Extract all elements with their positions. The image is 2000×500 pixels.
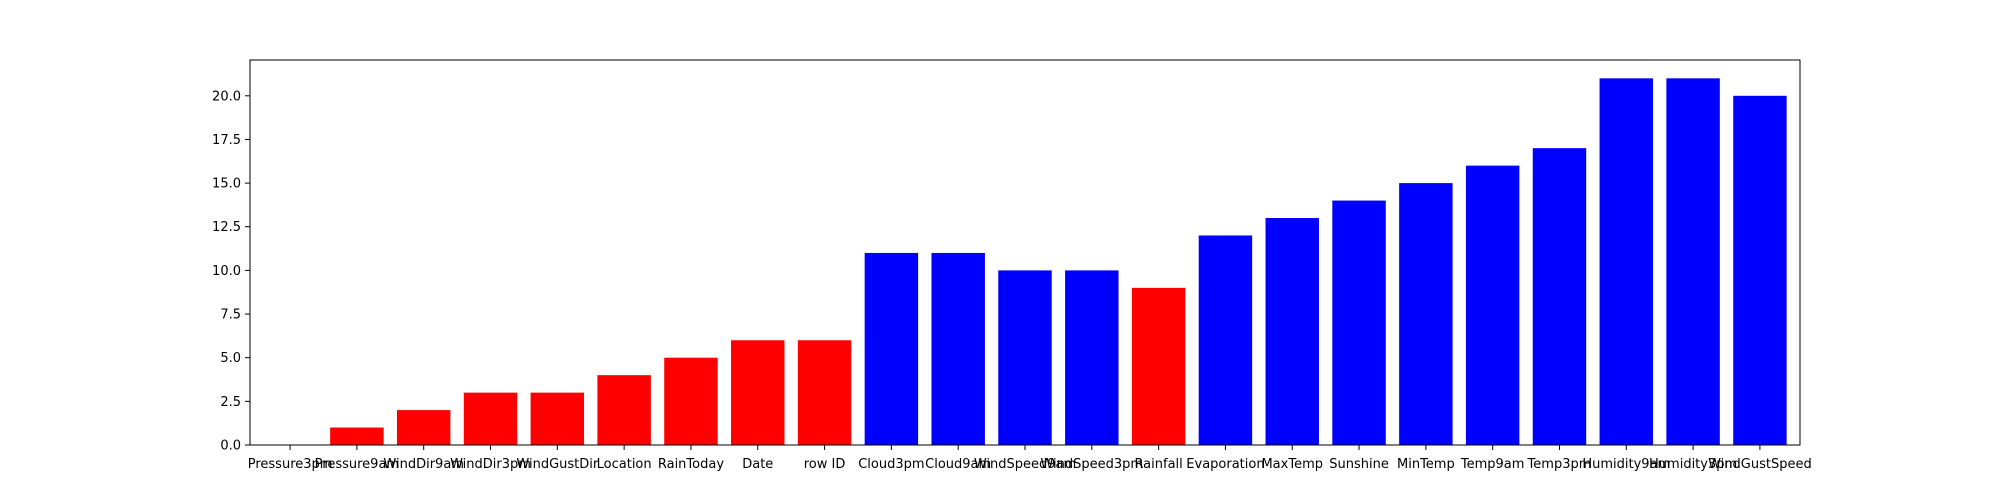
x-tick-label: row ID [804,457,846,472]
bar-location [597,375,651,445]
y-tick-label: 10.0 [212,264,241,279]
x-tick-label: Rainfall [1134,457,1182,472]
bar-cloud9am [931,252,985,445]
y-tick-label: 0.0 [220,439,241,454]
x-tick-label: WindSpeed9am [974,457,1076,472]
x-tick-label: WindGustDir [516,457,598,472]
x-tick-label: Date [742,457,773,472]
bar-rainfall [1131,287,1186,445]
x-tick-label: Evaporation [1186,457,1264,472]
bar-humidity3pm [1666,78,1720,445]
x-tick-label: WindDir9am [383,457,464,472]
bar-winddir3pm [463,392,518,445]
x-tick-label: WindDir3pm [450,457,531,472]
x-tick-label: Temp3pm [1527,457,1592,472]
y-tick-label: 20.0 [212,89,241,104]
x-tick-label: WindGustSpeed [1708,457,1812,472]
bar-evaporation [1198,235,1253,445]
bar-temp9am [1465,165,1520,445]
x-tick-label: Pressure3pm [248,457,333,472]
y-tick-label: 15.0 [212,177,241,192]
bar-temp3pm [1532,148,1587,446]
x-tick-label: WindSpeed3pm [1040,457,1143,472]
bar-humidity9am [1599,78,1654,445]
x-axis: Pressure3pmPressure9amWindDir9amWindDir3… [248,445,1812,472]
plot-frame [249,59,1801,446]
x-tick-label: Location [597,457,652,472]
bar-maxtemp [1265,218,1319,445]
y-tick-label: 2.5 [220,395,241,410]
x-tick-label: RainToday [658,457,724,472]
bar-date [731,340,785,445]
bar-windgustspeed [1733,95,1787,445]
bar-mintemp [1399,183,1453,445]
y-axis: 0.0 2.5 5.0 7.5 10.0 12.5 15.0 17.5 20.0 [212,89,250,454]
bar-raintoday [664,357,718,445]
bar-winddir9am [396,410,451,445]
x-tick-label: Humidity3pm [1649,457,1737,472]
x-tick-label: Temp9am [1460,457,1525,472]
bars-group [330,78,1787,446]
y-tick-label: 5.0 [220,351,241,366]
x-tick-label: Humidity9am [1582,457,1670,472]
x-tick-label: Sunshine [1329,457,1389,472]
x-tick-label: MinTemp [1397,457,1455,472]
bar-row-id [797,340,852,445]
y-tick-label: 17.5 [212,133,241,148]
bar-cloud3pm [864,252,919,445]
x-tick-label: Cloud3pm [858,457,924,472]
bar-sunshine [1332,200,1386,445]
bar-pressure9am [330,427,384,445]
x-tick-label: Cloud9am [925,457,991,472]
bar-windspeed9am [998,270,1052,445]
x-tick-label: MaxTemp [1261,457,1323,472]
x-tick-label: Pressure9am [315,457,399,472]
bar-windspeed3pm [1065,270,1119,445]
y-tick-label: 12.5 [212,220,241,235]
bar-windgustdir [530,392,585,445]
y-tick-label: 7.5 [220,308,241,323]
